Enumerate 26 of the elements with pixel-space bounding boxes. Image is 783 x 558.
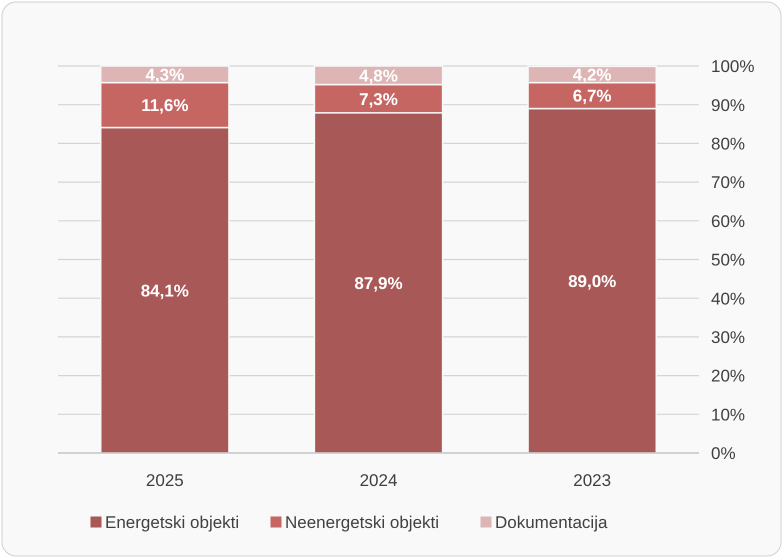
y-tick-label: 90% <box>711 96 746 115</box>
y-tick-label: 60% <box>711 212 746 231</box>
y-tick-label: 0% <box>711 444 736 464</box>
y-tick-label: 100% <box>711 57 754 76</box>
x-tick-label: 2023 <box>573 471 612 490</box>
data-label: 6,7% <box>572 86 612 106</box>
data-label: 89,0% <box>568 272 616 291</box>
y-tick-label: 20% <box>711 366 746 386</box>
y-tick-label: 40% <box>711 289 746 308</box>
data-label: 4,2% <box>572 66 612 85</box>
y-tick-label: 10% <box>711 405 746 424</box>
legend-label: Energetski objekti <box>105 513 240 532</box>
data-label: 7,3% <box>359 90 398 109</box>
y-tick-label: 80% <box>711 134 746 154</box>
x-tick-label: 2024 <box>360 471 398 490</box>
y-tick-label: 50% <box>711 250 746 270</box>
legend-label: Neenergetski objekti <box>285 513 440 532</box>
data-label: 84,1% <box>140 281 189 300</box>
data-label: 87,9% <box>354 274 403 294</box>
y-tick-label: 30% <box>711 328 746 348</box>
legend-label: Dokumentacija <box>495 513 608 532</box>
data-label: 4,8% <box>359 66 398 86</box>
data-label: 4,3% <box>145 65 184 84</box>
x-tick-label: 2025 <box>146 471 184 490</box>
y-tick-label: 70% <box>711 173 746 192</box>
data-label: 11,6% <box>141 96 188 116</box>
